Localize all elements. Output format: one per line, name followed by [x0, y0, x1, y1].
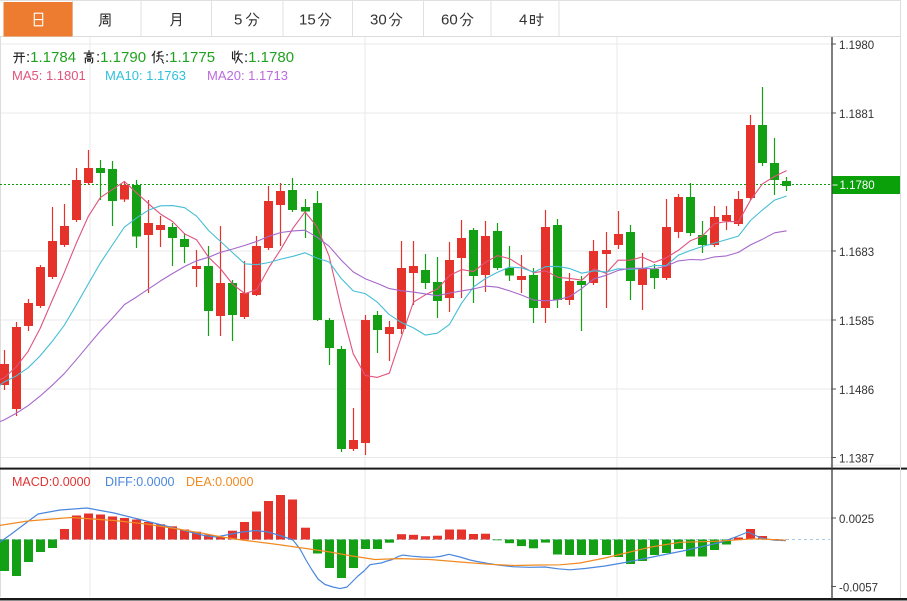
svg-text:DIFF:0.0000: DIFF:0.0000	[105, 475, 175, 489]
svg-text:15: 15	[299, 12, 316, 29]
svg-text:MA20: 1.1713: MA20: 1.1713	[207, 68, 288, 83]
svg-text:60: 60	[441, 12, 458, 29]
svg-text:1.1387: 1.1387	[839, 454, 874, 466]
svg-text::1.1784: :1.1784	[26, 49, 76, 66]
svg-text:1.1780: 1.1780	[840, 180, 875, 192]
svg-text:MA10: 1.1763: MA10: 1.1763	[105, 68, 186, 83]
svg-text:MACD:0.0000: MACD:0.0000	[12, 475, 91, 489]
svg-text::1.1780: :1.1780	[244, 49, 294, 66]
svg-text:1.1881: 1.1881	[839, 109, 874, 121]
svg-text:5: 5	[234, 12, 242, 29]
svg-text:4: 4	[519, 12, 527, 29]
svg-text::1.1775: :1.1775	[165, 49, 215, 66]
svg-text:-0.0057: -0.0057	[839, 583, 878, 595]
svg-text:1.1683: 1.1683	[839, 247, 874, 259]
svg-text::1.1790: :1.1790	[96, 49, 146, 66]
svg-text:1.1980: 1.1980	[839, 40, 874, 52]
svg-text:1.1585: 1.1585	[839, 316, 874, 328]
svg-text:30: 30	[370, 12, 387, 29]
svg-text:0.0025: 0.0025	[839, 514, 874, 526]
svg-text:MA5: 1.1801: MA5: 1.1801	[12, 68, 86, 83]
svg-text:1.1486: 1.1486	[839, 385, 874, 397]
svg-text:DEA:0.0000: DEA:0.0000	[186, 475, 253, 489]
